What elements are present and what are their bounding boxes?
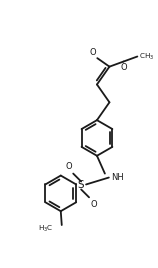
Text: O: O [120, 62, 127, 72]
Text: O: O [66, 162, 72, 171]
Text: O: O [90, 48, 96, 57]
Text: H$_3$C: H$_3$C [38, 224, 54, 234]
Text: NH: NH [111, 173, 124, 182]
Text: S: S [78, 180, 84, 191]
Text: CH$_3$: CH$_3$ [139, 51, 155, 62]
Text: O: O [90, 200, 97, 209]
